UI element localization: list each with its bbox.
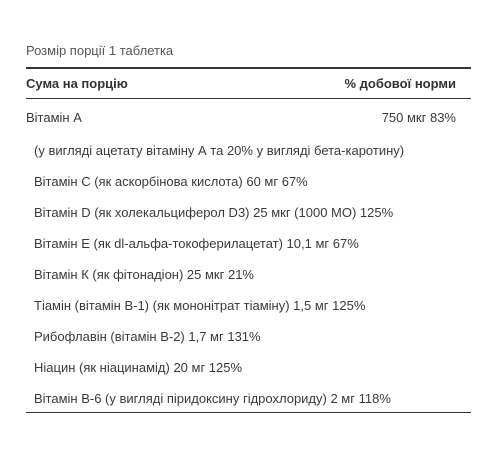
- table-bottom-divider: [26, 412, 471, 413]
- column-header-daily-value: % добової норми: [344, 76, 456, 91]
- nutrient-value-vitamin-a: 750 мкг 83%: [381, 110, 456, 125]
- nutrient-row-vitamin-b6: Вітамін B-6 (у вигляді піридоксину гідро…: [34, 391, 391, 406]
- nutrient-row-vitamin-e: Вітамін E (як dl-альфа-токоферилацетат) …: [34, 236, 359, 251]
- nutrient-row-vitamin-d: Вітамін D (як холекальциферол D3) 25 мкг…: [34, 205, 394, 220]
- nutrient-row-vitamin-k: Вітамін К (як фітонадіон) 25 мкг 21%: [34, 267, 254, 282]
- header-top-divider: [26, 67, 471, 69]
- nutrient-name-vitamin-a: Вітамін A: [26, 110, 82, 125]
- nutrient-row-vitamin-c: Вітамін C (як аскорбінова кислота) 60 мг…: [34, 174, 308, 189]
- serving-size-text: Розмір порції 1 таблетка: [26, 43, 174, 58]
- nutrient-row-riboflavin: Рибофлавін (вітамін B-2) 1,7 мг 131%: [34, 329, 261, 344]
- header-bottom-divider: [26, 98, 471, 99]
- nutrient-row-niacin: Ніацин (як ніацинамід) 20 мг 125%: [34, 360, 243, 375]
- nutrient-row-thiamin: Тіамін (вітамін B-1) (як мононітрат тіам…: [34, 298, 366, 313]
- nutrient-row-vitamin-a-note: (у вигляді ацетату вітаміну А та 20% у в…: [34, 143, 405, 158]
- column-header-amount: Сума на порцію: [26, 76, 128, 91]
